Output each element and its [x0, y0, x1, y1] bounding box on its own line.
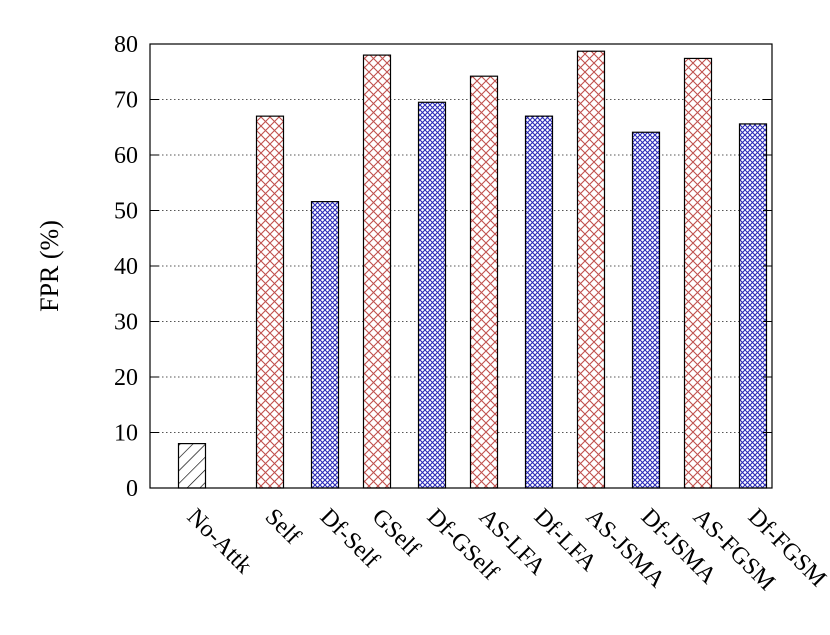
- bar-df-jsma: [631, 131, 661, 489]
- y-tick-label: 70: [114, 88, 138, 114]
- bar-df-gself: [417, 101, 447, 489]
- x-category-labels: No-Attk Self Df-SelfGSelfDf-GSelfAS-LFADf-…: [182, 504, 830, 596]
- y-tick-label: 30: [114, 310, 138, 336]
- y-tick-labels: 0 10 20 30 40 50 60 70 80: [114, 32, 138, 502]
- bar-as-lfa: [469, 75, 499, 489]
- bar-no-attk: [177, 443, 207, 489]
- y-tick-label: 0: [126, 476, 138, 502]
- bar-gself: [362, 54, 392, 489]
- bar-self: [255, 115, 285, 489]
- y-axis-title: FPR (%): [35, 220, 64, 312]
- plot-frame: [149, 43, 773, 489]
- bar-df-lfa: [524, 115, 554, 489]
- bar-as-jsma: [576, 50, 606, 489]
- y-tick-label: 50: [114, 199, 138, 225]
- y-tick-label: 80: [114, 32, 138, 58]
- y-tick-label: 20: [114, 365, 138, 391]
- bars: [177, 50, 768, 489]
- y-tick-label: 40: [114, 254, 138, 280]
- bar-df-fgsm: [738, 123, 768, 489]
- y-tick-label: 10: [114, 421, 138, 447]
- x-label-no-attk: No-Attk: [182, 504, 257, 579]
- y-tick-label: 60: [114, 143, 138, 169]
- bar-as-fgsm: [683, 57, 713, 489]
- axes: [149, 43, 773, 489]
- grid-lines: [150, 99, 772, 433]
- bar-df-self: [310, 201, 340, 489]
- x-label-self: Self: [260, 504, 306, 550]
